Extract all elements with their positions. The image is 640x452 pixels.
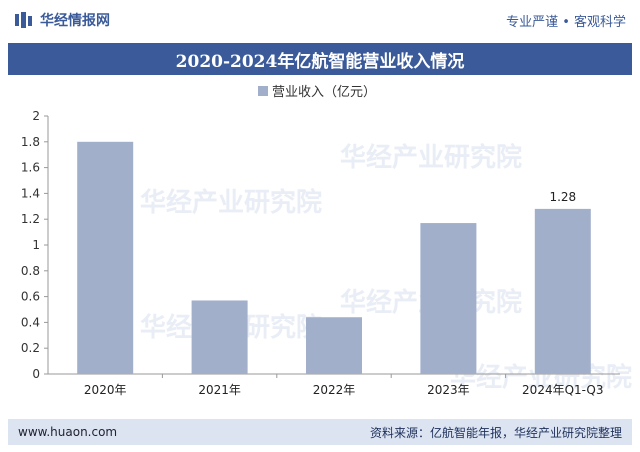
x-tick-label: 2022年 — [313, 383, 356, 397]
data-label: 1.28 — [549, 190, 576, 204]
y-tick-label: 1.6 — [21, 161, 40, 175]
watermark-text: 华经产业研究院 — [340, 142, 522, 173]
footer-source: 资料来源：亿航智能年报，华经产业研究院整理 — [369, 425, 622, 440]
y-tick-label: 1 — [32, 238, 40, 252]
slogan: 专业严谨 • 客观科学 — [506, 14, 626, 30]
x-tick-label: 2024年Q1-Q3 — [522, 383, 603, 397]
brand-logo-icon — [15, 12, 32, 28]
legend-label: 营业收入（亿元） — [272, 85, 376, 100]
brand: 华经情报网 — [14, 10, 110, 30]
y-tick-label: 1.4 — [21, 186, 40, 200]
y-tick-label: 0.8 — [21, 264, 40, 278]
y-tick-label: 0.6 — [21, 290, 40, 304]
top-bar: 华经情报网 专业严谨 • 客观科学 — [0, 0, 640, 40]
brand-name: 华经情报网 — [40, 13, 110, 29]
y-tick-label: 1.8 — [21, 135, 40, 149]
bar — [420, 223, 477, 374]
y-tick-label: 0 — [32, 367, 40, 381]
bar — [534, 208, 591, 374]
legend-swatch — [258, 86, 268, 96]
bar-chart: 华经产业研究院华经产业研究院华经产业研究院华经产业研究院华经产业研究院营业收入（… — [21, 85, 632, 397]
y-tick-label: 0.4 — [21, 315, 40, 329]
x-tick-label: 2021年 — [198, 383, 241, 397]
chart-title: 2020-2024年亿航智能营业收入情况 — [8, 43, 632, 75]
x-tick-label: 2023年 — [427, 383, 470, 397]
y-tick-label: 0.2 — [21, 341, 40, 355]
bar — [191, 300, 248, 374]
watermark-text: 华经产业研究院 — [140, 187, 322, 218]
chart-area: 华经产业研究院华经产业研究院华经产业研究院华经产业研究院华经产业研究院营业收入（… — [0, 76, 640, 406]
bar — [77, 141, 134, 374]
footer-url: www.huaon.com — [18, 425, 118, 439]
footer: www.huaon.com 资料来源：亿航智能年报，华经产业研究院整理 — [8, 419, 632, 445]
y-tick-label: 1.2 — [21, 212, 40, 226]
y-tick-label: 2 — [32, 109, 40, 123]
x-tick-label: 2020年 — [84, 383, 127, 397]
bar — [306, 317, 362, 374]
